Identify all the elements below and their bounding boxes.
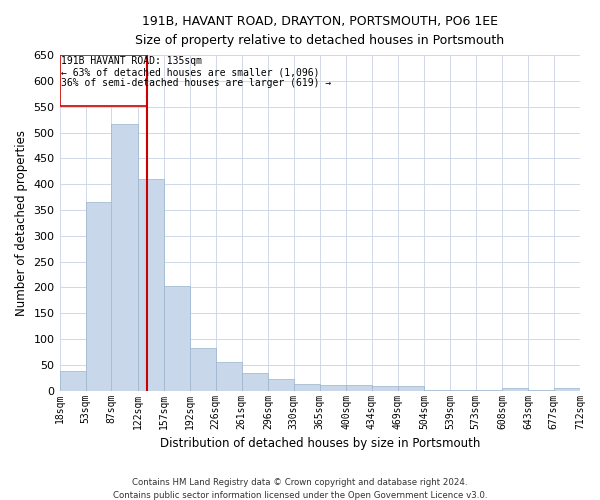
Bar (59, 55, 147, 106)
Bar (59, 371, 86, 390)
Bar (215, 362, 242, 390)
Bar (268, 380, 294, 390)
Text: Contains HM Land Registry data © Crown copyright and database right 2024.
Contai: Contains HM Land Registry data © Crown c… (113, 478, 487, 500)
Bar (398, 386, 424, 390)
Bar (242, 372, 268, 390)
Bar (346, 386, 372, 390)
Bar (111, 124, 137, 390)
X-axis label: Distribution of detached houses by size in Portsmouth: Distribution of detached houses by size … (160, 437, 480, 450)
Bar (554, 388, 580, 390)
Bar (190, 348, 216, 391)
Bar (137, 179, 164, 390)
Bar (86, 202, 112, 390)
Text: 191B HAVANT ROAD: 135sqm: 191B HAVANT ROAD: 135sqm (61, 56, 202, 66)
Bar (164, 286, 190, 391)
Bar (320, 386, 346, 390)
Y-axis label: Number of detached properties: Number of detached properties (15, 130, 28, 316)
Text: 36% of semi-detached houses are larger (619) →: 36% of semi-detached houses are larger (… (61, 78, 331, 88)
Bar (293, 384, 320, 390)
Bar (502, 388, 528, 390)
Text: ← 63% of detached houses are smaller (1,096): ← 63% of detached houses are smaller (1,… (61, 67, 319, 77)
Bar (371, 386, 398, 390)
Title: 191B, HAVANT ROAD, DRAYTON, PORTSMOUTH, PO6 1EE
Size of property relative to det: 191B, HAVANT ROAD, DRAYTON, PORTSMOUTH, … (135, 15, 505, 47)
